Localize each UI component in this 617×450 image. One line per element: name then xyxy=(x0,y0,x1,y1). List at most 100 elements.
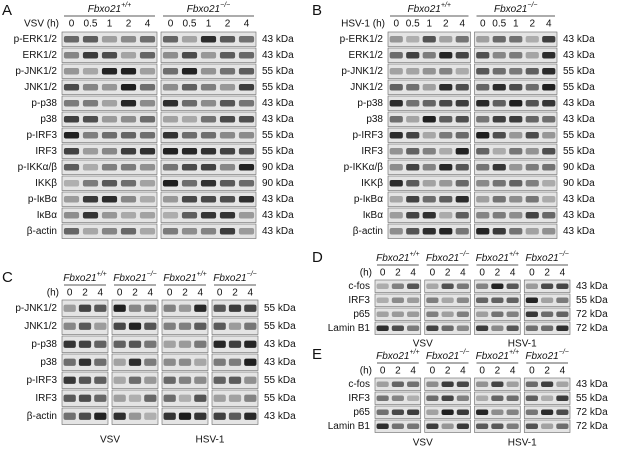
size-marker: 55 kDa xyxy=(262,66,294,77)
blot-strip xyxy=(211,317,259,335)
size-marker: 43 kDa xyxy=(262,114,294,125)
blot-band xyxy=(376,311,389,317)
panel-letter: D xyxy=(312,249,323,266)
blot-strip xyxy=(211,353,259,371)
blot-band xyxy=(78,394,92,402)
blot-band xyxy=(455,148,469,155)
time-point: 2 xyxy=(529,19,535,30)
blot-band xyxy=(101,52,118,59)
blot-band xyxy=(439,52,453,59)
panel-letter: A xyxy=(2,2,12,19)
genotype-label: Fbxo21+/+ xyxy=(163,271,206,283)
blot-band xyxy=(120,164,137,171)
blot-band xyxy=(219,100,236,107)
blot-band xyxy=(389,100,403,107)
blot-band xyxy=(455,196,469,203)
protein-label: p-IRF3 xyxy=(26,375,57,386)
size-marker: 55 kDa xyxy=(563,146,595,157)
protein-label: Lamin B1 xyxy=(328,421,371,432)
blot-band xyxy=(426,381,439,387)
blot-band xyxy=(441,283,454,289)
blot-strip xyxy=(474,207,558,223)
blot-band xyxy=(491,381,504,387)
blot-band xyxy=(162,196,179,203)
genotype-name: Fbxo21 xyxy=(163,273,196,284)
blot-band xyxy=(422,132,436,139)
blot-band xyxy=(101,84,118,91)
blot-band xyxy=(389,116,403,123)
blot-band xyxy=(213,358,226,366)
protein-label: IRF3 xyxy=(348,295,370,306)
blot-strip xyxy=(160,95,257,111)
blot-band xyxy=(139,148,156,155)
blot-band xyxy=(228,322,242,330)
blot-band xyxy=(128,322,142,330)
size-marker: 90 kDa xyxy=(262,162,294,173)
blot-band xyxy=(476,212,490,219)
blot-band xyxy=(63,340,76,348)
blot-band xyxy=(391,423,404,429)
size-marker: 43 kDa xyxy=(262,34,294,45)
blot-band xyxy=(556,311,569,317)
blot-band xyxy=(389,148,403,155)
blot-band xyxy=(509,164,523,171)
blot-band xyxy=(506,297,519,303)
genotype-superscript: −/− xyxy=(559,251,569,258)
protein-label: p-p38 xyxy=(31,98,57,109)
blot-band xyxy=(407,381,420,387)
genotype-name: Fbxo21 xyxy=(525,253,558,264)
blot-band xyxy=(219,148,236,155)
protein-label: p-IκBα xyxy=(28,194,57,205)
blot-band xyxy=(113,304,126,312)
blot-band xyxy=(238,116,255,123)
blot-band xyxy=(542,196,556,203)
blot-band xyxy=(389,68,403,75)
blot-strip xyxy=(387,47,471,63)
time-point: 2 xyxy=(126,19,132,30)
blot-band xyxy=(491,395,504,401)
blot-strip xyxy=(523,419,571,433)
blot-band xyxy=(509,132,523,139)
blot-band xyxy=(228,358,242,366)
blot-band xyxy=(228,394,242,402)
blot-band xyxy=(476,132,490,139)
blot-band xyxy=(506,325,519,331)
time-point: 2 xyxy=(443,19,449,30)
blot-band xyxy=(181,52,198,59)
blot-band xyxy=(541,283,554,289)
genotype-superscript: +/+ xyxy=(409,349,419,356)
blot-strip xyxy=(387,63,471,79)
blot-band xyxy=(439,84,453,91)
blot-band xyxy=(525,283,538,289)
time-point: 4 xyxy=(546,19,552,30)
time-point: 2 xyxy=(182,288,188,299)
time-label: (h) xyxy=(47,288,59,299)
genotype-superscript: −/− xyxy=(459,251,469,258)
blot-band xyxy=(391,395,404,401)
blot-band xyxy=(162,36,179,43)
protein-label: p-ERK1/2 xyxy=(14,34,58,45)
genotype-label: Fbxo21+/+ xyxy=(376,349,419,361)
blot-band xyxy=(422,52,436,59)
blot-band xyxy=(63,116,80,123)
time-label: (h) xyxy=(360,366,372,377)
blot-band xyxy=(406,180,420,187)
genotype-superscript: −/− xyxy=(527,2,537,9)
blot-band xyxy=(476,84,490,91)
panel-letter: E xyxy=(312,346,322,363)
time-point: 4 xyxy=(460,366,466,377)
protein-label: p-JNK1/2 xyxy=(341,66,383,77)
blot-band xyxy=(476,297,489,303)
blot-band xyxy=(63,36,80,43)
blot-band xyxy=(200,84,217,91)
time-point: 0 xyxy=(393,19,399,30)
blot-band xyxy=(228,376,242,384)
time-point: 2 xyxy=(544,366,550,377)
blot-band xyxy=(525,395,538,401)
time-point: 1 xyxy=(107,19,113,30)
blot-strip xyxy=(211,389,259,407)
blot-band xyxy=(542,68,556,75)
time-point: 0 xyxy=(168,19,174,30)
blot-band xyxy=(406,84,420,91)
genotype-superscript: −/− xyxy=(147,271,157,278)
